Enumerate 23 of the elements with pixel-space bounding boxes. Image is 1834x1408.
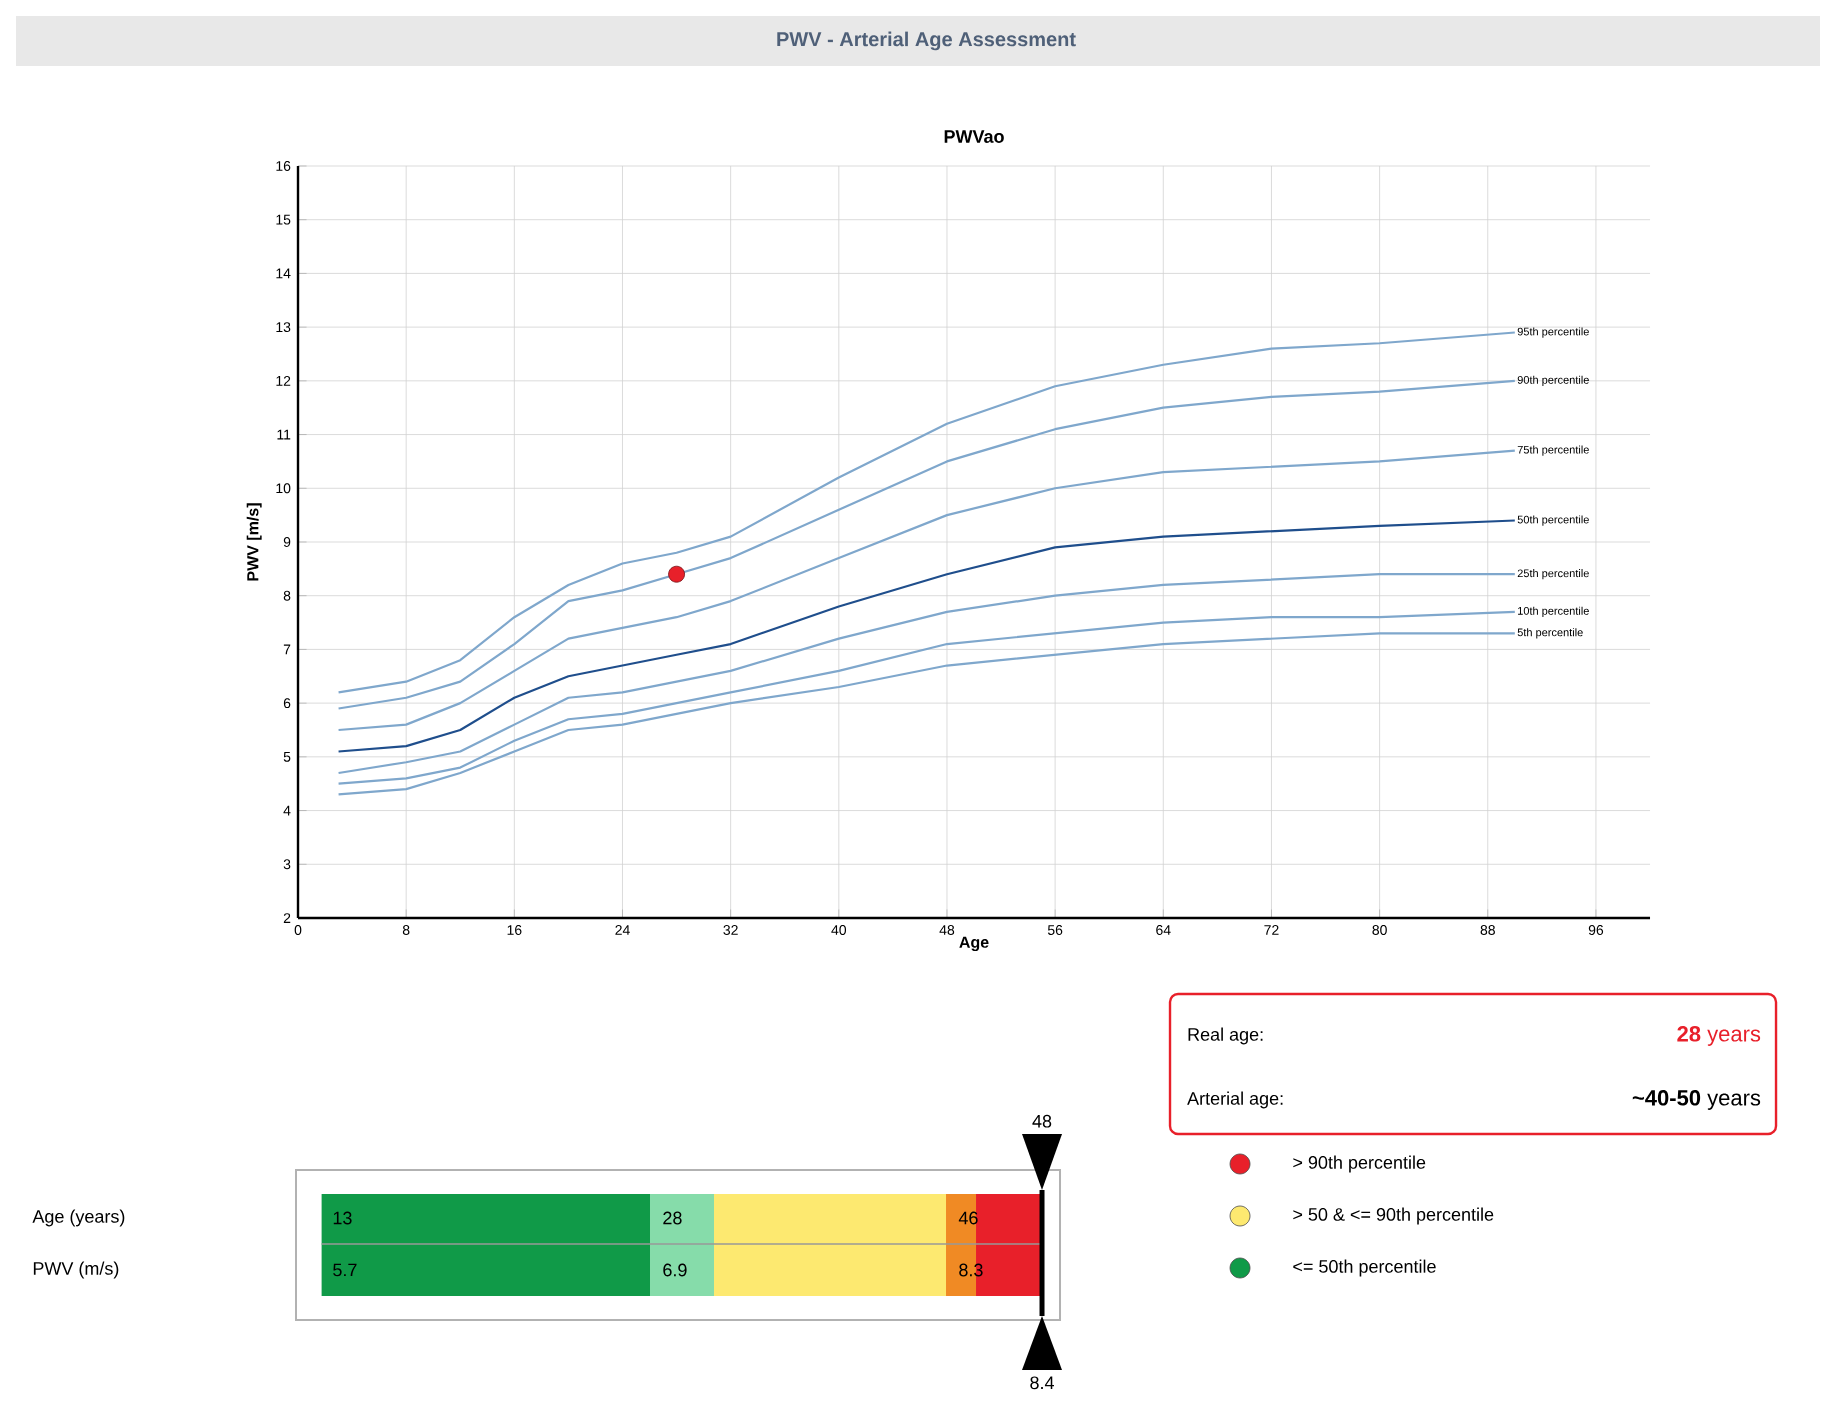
- text: 13: [333, 1211, 352, 1225]
- text: > 50 & <= 90th percentile: [1293, 1207, 1494, 1225]
- text: PWV (m/s): [33, 1261, 119, 1279]
- text: 8.4: [1030, 1376, 1054, 1390]
- text: 6.9: [663, 1263, 687, 1277]
- text: 46: [958, 1211, 978, 1225]
- text: 28 years: [1677, 1026, 1761, 1046]
- y-axis-title: PWV [m/s]: [246, 503, 262, 581]
- text: Age (years): [32, 1209, 125, 1227]
- x-axis-title: Age: [959, 936, 989, 952]
- line-series: [337, 379, 1516, 710]
- text: Arterial age:: [1187, 1091, 1283, 1109]
- line-series: [337, 331, 1516, 694]
- text: ~40-50 years: [1632, 1090, 1761, 1110]
- text: 48: [1032, 1114, 1052, 1128]
- text: 8.3: [959, 1263, 983, 1277]
- chart-title: PWV - Arterial Age Assessment: [777, 31, 1076, 51]
- chart-subtitle: PWVao: [944, 130, 1004, 143]
- text: 5.7: [333, 1263, 357, 1277]
- text: > 90th percentile: [1293, 1155, 1426, 1173]
- text: <= 50th percentile: [1293, 1259, 1436, 1277]
- text: 28: [663, 1211, 682, 1225]
- text: Real age:: [1188, 1027, 1263, 1045]
